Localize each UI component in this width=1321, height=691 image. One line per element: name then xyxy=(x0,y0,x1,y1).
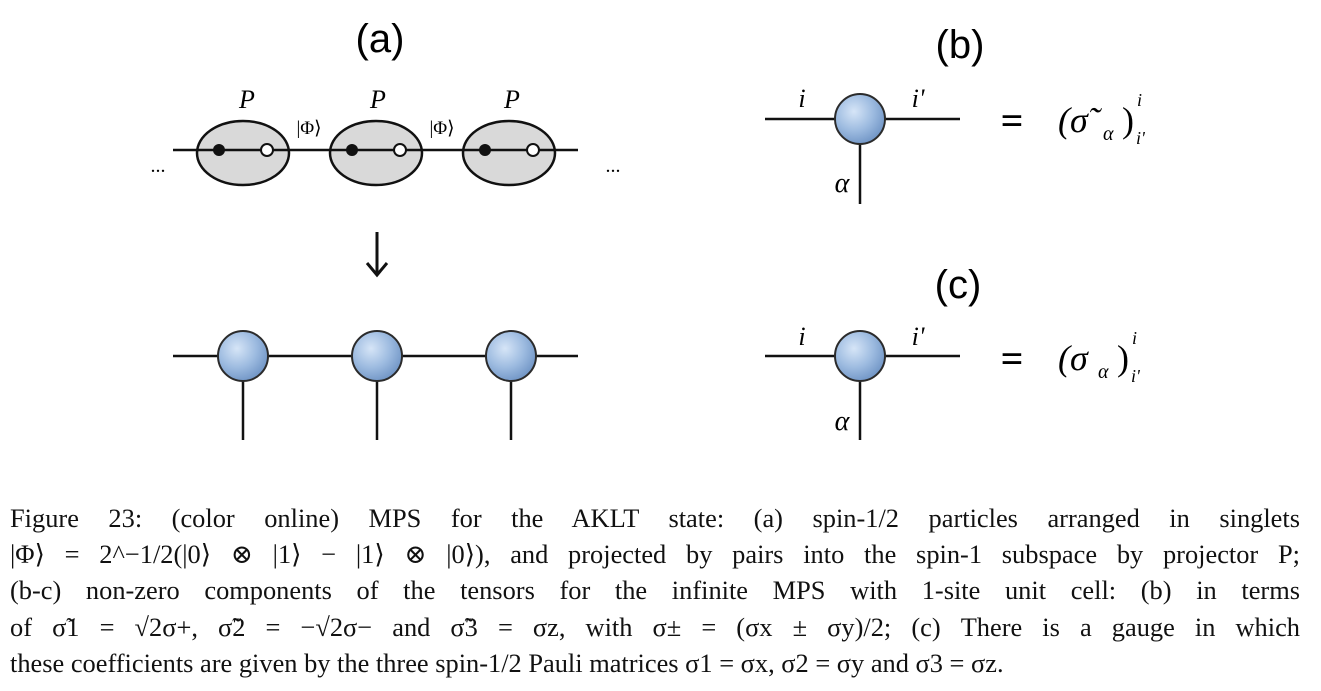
panel-b-label: (b) xyxy=(936,23,985,67)
svg-text:α: α xyxy=(1098,361,1109,383)
equals-b: = xyxy=(1001,98,1024,143)
ellipsis-left: ... xyxy=(151,155,166,177)
tensor-c-index-bottom: α xyxy=(835,406,851,437)
projector-ellipse-1 xyxy=(195,119,291,187)
projector-label-1: P xyxy=(238,85,255,114)
bond-label-1: |Φ⟩ xyxy=(296,118,321,139)
projector-label-3: P xyxy=(503,85,520,114)
figure-23-diagram: (a) ... ... P P P |Φ⟩ |Φ⟩ xyxy=(151,17,1146,440)
figure-caption: Figure 23: (color online) MPS for the AK… xyxy=(10,500,1300,681)
mps-tensor-1 xyxy=(217,330,269,440)
equation-b-rhs: (σ̃ α ) i i' xyxy=(1058,90,1146,148)
svg-text:): ) xyxy=(1117,338,1129,378)
projector-label-2: P xyxy=(369,85,386,114)
svg-text:i: i xyxy=(1132,328,1137,348)
equation-c-rhs: (σ α ) i i' xyxy=(1058,328,1141,386)
mps-tensor-2 xyxy=(351,330,403,440)
svg-text:): ) xyxy=(1122,100,1134,140)
tensor-b xyxy=(765,93,960,204)
caption-line-4: of σ̃1 = √2σ+, σ̃2 = −√2σ− and σ̃3 = σz,… xyxy=(10,611,1300,642)
mps-tensor-3 xyxy=(485,330,537,440)
svg-text:i: i xyxy=(1137,90,1142,110)
caption-line-5: these coefficients are given by the thre… xyxy=(10,647,1004,678)
panel-a-label: (a) xyxy=(356,17,405,61)
tensor-b-index-right: i' xyxy=(912,84,925,113)
tensor-b-index-bottom: α xyxy=(835,168,851,199)
caption-line-1: Figure 23: (color online) MPS for the AK… xyxy=(10,503,1300,533)
svg-text:α: α xyxy=(1103,123,1114,145)
caption-line-2: |Φ⟩ = 2^−1/2(|0⟩ ⊗ |1⟩ − |1⟩ ⊗ |0⟩), and… xyxy=(10,539,1300,570)
svg-text:(σ: (σ xyxy=(1058,338,1089,378)
bond-label-2: |Φ⟩ xyxy=(429,118,454,139)
caption-line-3: (b-c) non-zero components of the tensors… xyxy=(10,575,1300,606)
down-arrow-icon xyxy=(365,232,389,278)
tensor-c xyxy=(765,330,960,440)
svg-text:i': i' xyxy=(1131,366,1141,386)
panel-c-label: (c) xyxy=(935,263,982,307)
tensor-c-index-left: i xyxy=(798,322,805,351)
tensor-c-index-right: i' xyxy=(912,322,925,351)
tensor-b-index-left: i xyxy=(798,84,805,113)
ellipsis-right: ... xyxy=(606,155,621,177)
svg-text:i': i' xyxy=(1136,128,1146,148)
projector-ellipse-2 xyxy=(328,119,424,187)
equals-c: = xyxy=(1001,336,1024,381)
svg-text:(σ̃: (σ̃ xyxy=(1058,100,1103,140)
projector-ellipse-3 xyxy=(461,119,557,187)
